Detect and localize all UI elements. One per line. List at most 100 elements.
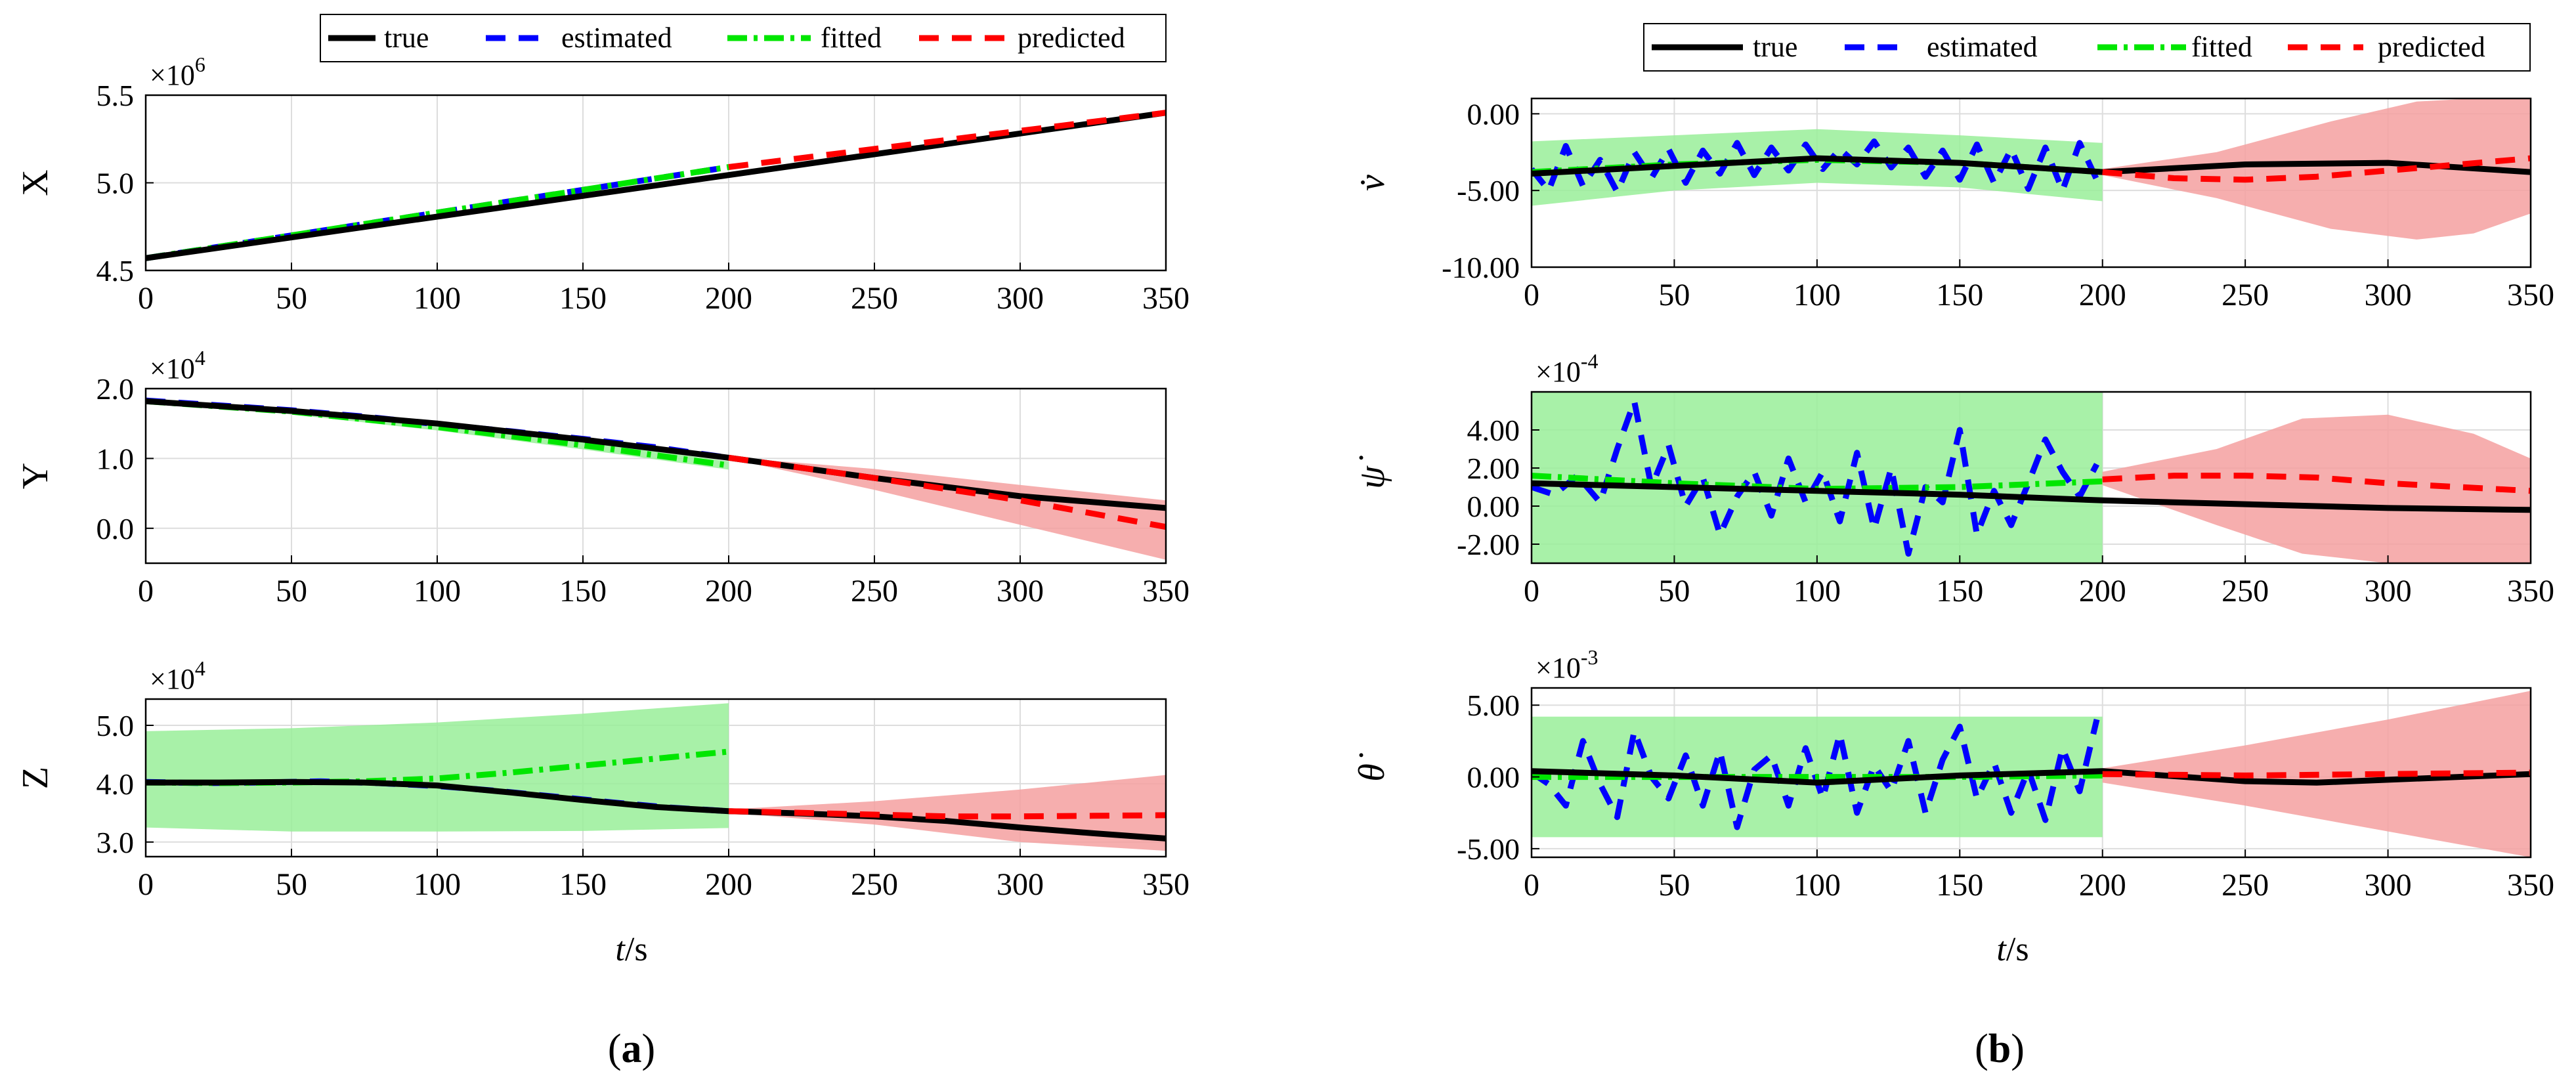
series-true-line [1532, 155, 2531, 177]
x-tick-label: 350 [1142, 281, 1190, 316]
y-axis-title: v̇ [1352, 175, 1392, 191]
series-fitted-line [1532, 772, 2103, 780]
x-tick-label: 200 [705, 281, 752, 316]
series-fitted-line [146, 748, 729, 786]
axes-frame [1530, 687, 2532, 859]
series-predicted-line [728, 454, 1166, 530]
series-fitted-line [146, 164, 729, 261]
x-tick-label: 350 [2507, 574, 2554, 609]
x-tick-label: 250 [851, 574, 898, 609]
x-tick-label: 50 [1658, 574, 1690, 609]
x-tick-label: 100 [414, 867, 461, 902]
plot-psi-dot: 0 50 100 150 200 250 300 350 -2.00 0.00 2.00 4.00 ×1… [1352, 349, 2554, 609]
y-tick-label: -5.00 [1457, 174, 1520, 207]
x-tick-label: 50 [276, 281, 307, 316]
axis-exponent: ×10-4 [1535, 349, 1598, 388]
y-tick-label: -2.00 [1457, 528, 1520, 561]
x-tick-label: 100 [1793, 574, 1841, 609]
y-axis-title: θ̇ [1352, 753, 1392, 782]
legend-b: true estimated fitted predicted [1643, 23, 2531, 72]
x-tick-label: 300 [997, 281, 1044, 316]
x-tick-label: 300 [997, 867, 1044, 902]
series-predicted-line [2102, 769, 2531, 779]
x-axis-title-a: t/s [615, 931, 647, 968]
x-tick-label: 0 [1524, 868, 1539, 903]
fitted-confidence-band [1532, 129, 2103, 206]
panel-label-b: (b) [1975, 1027, 2025, 1071]
x-tick-label: 50 [1658, 868, 1690, 903]
x-tick-label: 200 [2079, 868, 2126, 903]
y-tick-label: 1.0 [97, 442, 135, 475]
y-tick-label: 5.5 [97, 79, 135, 112]
x-axis-title-b: t/s [1996, 931, 2029, 968]
y-tick-label: 2.00 [1467, 452, 1520, 485]
legend-estimated-label: estimated [561, 22, 672, 54]
x-tick-label: 300 [2365, 868, 2412, 903]
x-tick-label: 200 [705, 867, 752, 902]
y-tick-label: 5.0 [97, 167, 135, 200]
legend-predicted-label: predicted [1018, 22, 1125, 54]
x-tick-label: 0 [138, 574, 154, 609]
y-tick-label: 5.00 [1467, 689, 1520, 722]
x-tick-label: 200 [705, 574, 752, 609]
x-tick-label: 100 [1793, 868, 1841, 903]
axes-frame [1530, 391, 2532, 565]
plot-Y: 0 50 100 150 200 250 300 350 0.0 1.0 2.0 ×104 Y [15, 346, 1190, 609]
x-tick-label: 50 [276, 574, 307, 609]
axis-exponent: ×104 [150, 656, 205, 695]
y-tick-label: 0.0 [97, 512, 135, 545]
x-tick-label: 350 [2507, 278, 2554, 312]
y-tick-label: 4.5 [97, 254, 135, 288]
x-tick-label: 0 [138, 281, 154, 316]
x-tick-label: 250 [851, 281, 898, 316]
x-tick-label: 50 [1658, 278, 1690, 312]
y-tick-label: -10.00 [1442, 251, 1520, 284]
x-tick-label: 200 [2079, 574, 2126, 609]
x-tick-label: 350 [2507, 868, 2554, 903]
series-fitted-line [146, 398, 729, 469]
x-tick-label: 250 [851, 867, 898, 902]
plot-theta-dot: 0 50 100 150 200 250 300 350 -5.00 0.00 5.00 ×10-3 θ… [1352, 645, 2554, 903]
series-true-line [146, 779, 1166, 842]
plot-v-dot: 0 50 100 150 200 250 300 350 -10.00 -5.00 0.00 v̇ [1352, 97, 2554, 312]
x-tick-label: 150 [559, 281, 607, 316]
plot-X: 0 50 100 150 200 250 300 350 4.5 5.0 5.5 ×106 X [15, 53, 1190, 316]
plot-Z: 0 50 100 150 200 250 300 350 3.0 4.0 5.0 ×104 Z [15, 656, 1190, 902]
series-predicted-line [2102, 473, 2531, 494]
x-tick-label: 100 [414, 574, 461, 609]
axis-exponent: ×106 [150, 53, 205, 91]
series-true-line [146, 110, 1166, 261]
x-tick-label: 350 [1142, 574, 1190, 609]
legend-fitted-label: fitted [2191, 31, 2252, 63]
x-tick-label: 100 [1793, 278, 1841, 312]
panel-label-a: (a) [608, 1027, 655, 1071]
x-tick-label: 300 [997, 574, 1044, 609]
x-tick-label: 150 [559, 574, 607, 609]
series-true-line [146, 398, 1166, 511]
y-axis-title: ψ̇ [1352, 456, 1392, 489]
x-tick-label: 150 [1936, 574, 1983, 609]
predicted-confidence-band [729, 457, 1166, 560]
y-axis-title: Z [15, 767, 56, 789]
axis-exponent: ×10-3 [1535, 645, 1598, 684]
predicted-confidence-band [2102, 414, 2531, 563]
axes-frame [144, 387, 1167, 565]
legend-true-label: true [384, 22, 429, 54]
predicted-confidence-band [2102, 98, 2531, 240]
axes-frame [1530, 97, 2532, 268]
y-tick-label: 4.0 [97, 767, 135, 801]
axis-exponent: ×104 [150, 346, 205, 385]
x-tick-label: 300 [2365, 278, 2412, 312]
legend-true-label: true [1753, 31, 1797, 63]
x-tick-label: 50 [276, 867, 307, 902]
y-tick-label: 4.00 [1467, 414, 1520, 447]
x-tick-label: 150 [559, 867, 607, 902]
y-tick-label: 0.00 [1467, 97, 1520, 131]
legend-a: true estimated fitted predicted [320, 14, 1167, 62]
x-tick-label: 150 [1936, 278, 1983, 312]
y-tick-label: 3.0 [97, 826, 135, 859]
x-tick-label: 0 [1524, 574, 1539, 609]
legend-fitted-label: fitted [821, 22, 882, 54]
y-tick-label: 5.0 [97, 709, 135, 742]
